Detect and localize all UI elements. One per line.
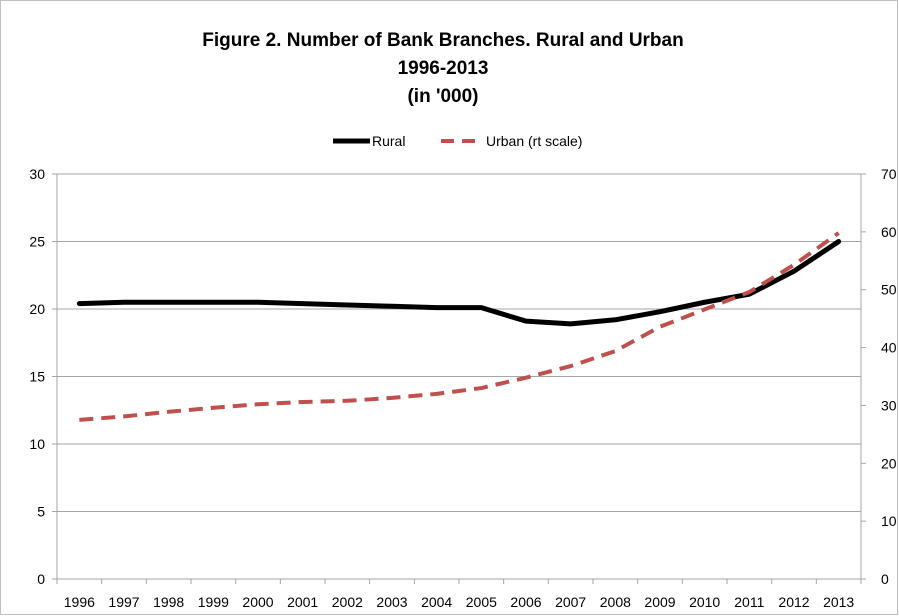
x-tick-label: 2000 [242,594,273,610]
x-tick-label: 2004 [421,594,452,610]
y-left-tick-label: 0 [37,571,45,587]
series-line-rural [76,239,842,327]
y-left-tick-label: 15 [29,369,45,385]
y-right-tick-label: 0 [881,571,889,587]
y-left-tick-label: 20 [29,301,45,317]
series-line-urban [79,231,840,422]
chart-title: Figure 2. Number of Bank Branches. Rural… [202,30,683,107]
x-tick-label: 2001 [287,594,318,610]
y-right-tick-label: 40 [881,340,897,356]
y-right-tick-label: 70 [881,166,897,182]
x-tick-label: 2002 [332,594,363,610]
axes: 0 5 10 15 20 25 30 0 10 20 30 40 50 60 70 1996 1997 1998 1… [29,166,896,610]
x-tick-label: 2012 [778,594,809,610]
x-tick-label: 2006 [510,594,541,610]
y-right-tick-label: 30 [881,397,897,413]
y-left-tick-label: 5 [37,504,45,520]
legend: Rural Urban (rt scale) [333,133,582,149]
x-tick-label: 2007 [555,594,586,610]
chart-title-line-2: 1996-2013 [398,58,489,79]
y-right-tick-label: 20 [881,455,897,471]
gridlines [57,173,861,580]
legend-label: Rural [372,133,405,149]
x-tick-label: 1999 [198,594,229,610]
x-tick-label: 2010 [689,594,720,610]
chart-title-line-1: Figure 2. Number of Bank Branches. Rural… [202,30,683,51]
y-left-tick-label: 25 [29,234,45,250]
x-tick-label: 2003 [376,594,407,610]
y-right-tick-label: 10 [881,513,897,529]
x-tick-label: 1998 [153,594,184,610]
chart-title-line-3: (in '000) [407,86,478,107]
y-left-tick-label: 30 [29,166,45,182]
y-left-tick-label: 10 [29,436,45,452]
x-tick-label: 2013 [823,594,854,610]
x-tick-label: 1997 [108,594,139,610]
y-right-tick-label: 60 [881,224,897,240]
x-tick-label: 2005 [466,594,497,610]
x-tick-label: 2008 [600,594,631,610]
series-lines [76,231,842,422]
y-right-tick-label: 50 [881,282,897,298]
x-tick-label: 1996 [64,594,95,610]
x-tick-label: 2011 [734,594,764,610]
legend-label: Urban (rt scale) [486,133,582,149]
x-tick-label: 2009 [644,594,675,610]
